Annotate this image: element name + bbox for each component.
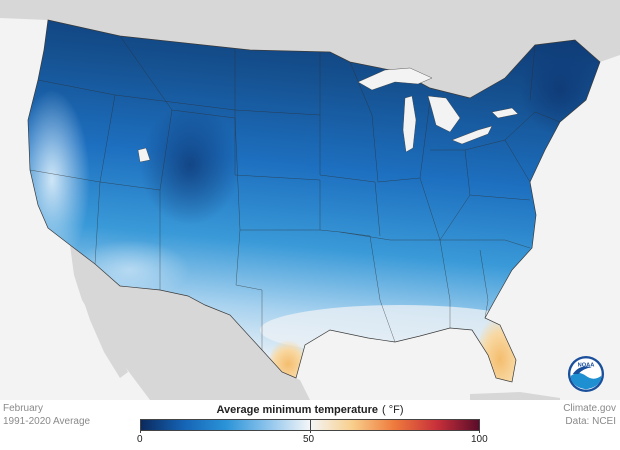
source-info: Climate.gov Data: NCEI xyxy=(563,402,616,428)
lake-huron xyxy=(427,95,461,133)
us-outline xyxy=(27,19,601,383)
legend-title-text: Average minimum temperature xyxy=(216,404,379,416)
noaa-logo-text: NOAA xyxy=(578,362,595,368)
legend-tick-label: 50 xyxy=(303,434,315,445)
legend-tick-mark xyxy=(140,419,141,433)
source-data: Data: NCEI xyxy=(565,416,616,427)
great-lakes xyxy=(137,67,519,163)
mexico-landmass xyxy=(70,245,310,400)
cuba-landmass xyxy=(470,392,560,400)
great-salt-lake xyxy=(137,147,151,163)
canada-landmass xyxy=(0,0,620,98)
lake-ontario xyxy=(491,107,519,119)
legend-title: Average minimum temperature( °F) xyxy=(140,404,480,416)
legend-tick-label: 0 xyxy=(137,434,143,445)
rockies-cold-zone xyxy=(140,105,240,225)
state-borders xyxy=(29,35,561,350)
period-baseline: 1991-2020 Average xyxy=(3,416,91,427)
noaa-logo: NOAA xyxy=(567,355,605,393)
legend-tick-mark xyxy=(479,419,480,433)
source-site: Climate.gov xyxy=(563,403,616,414)
legend-tick-mark xyxy=(310,419,311,433)
baja-peninsula xyxy=(78,262,128,378)
legend-tick-label: 100 xyxy=(471,434,488,445)
lake-michigan xyxy=(402,95,417,153)
lake-erie xyxy=(451,125,493,145)
period-info: February 1991-2020 Average xyxy=(3,402,90,428)
period-month: February xyxy=(3,403,44,414)
legend-unit: ( °F) xyxy=(382,404,404,416)
lake-superior xyxy=(357,67,433,91)
temperature-map xyxy=(0,0,620,400)
